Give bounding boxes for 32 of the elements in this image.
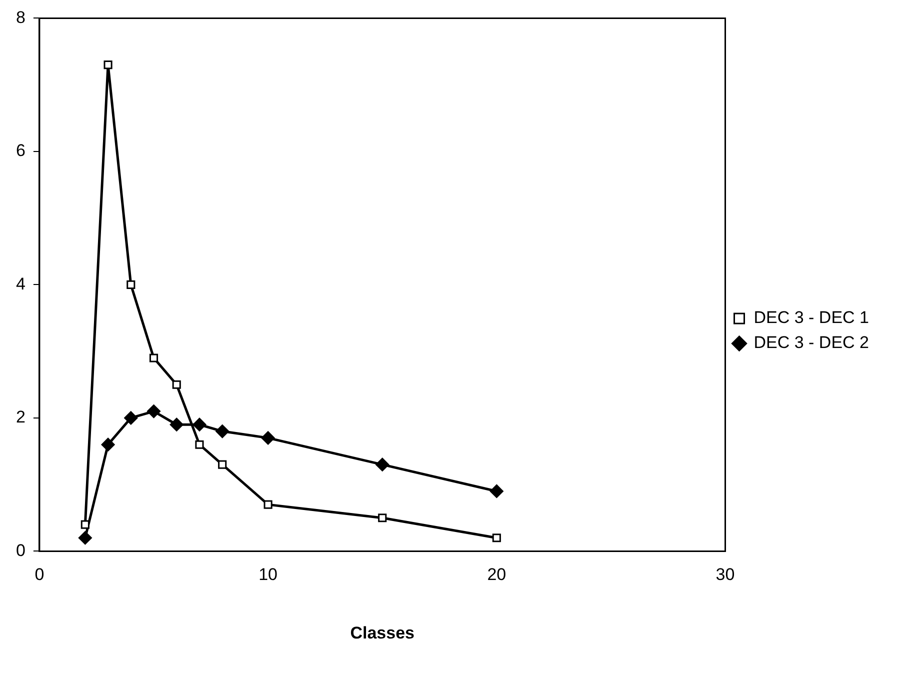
point (149, 354, 158, 362)
point (126, 280, 136, 289)
point (124, 411, 138, 425)
x-axis-title: Classes (350, 623, 414, 642)
point (170, 418, 184, 432)
point (104, 60, 112, 70)
point (195, 440, 204, 449)
y-tick-label: 6 (16, 141, 26, 160)
y-tick-label: 8 (16, 8, 26, 27)
point (492, 534, 501, 542)
point (172, 380, 181, 389)
x-tick-label: 20 (487, 565, 506, 584)
legend-label: DEC 3 - DEC 1 (754, 308, 869, 328)
point (261, 431, 275, 445)
point (101, 438, 115, 452)
point (78, 531, 92, 545)
y-tick-label: 4 (16, 274, 26, 294)
point (376, 458, 390, 472)
x-tick-label: 0 (34, 565, 44, 584)
point (490, 484, 504, 498)
y-tick-label: 2 (16, 408, 26, 427)
legend-label: DEC 3 - DEC 2 (754, 333, 869, 352)
point (80, 520, 90, 529)
y-tick-label: 0 (16, 540, 26, 560)
point (192, 418, 206, 432)
point (264, 500, 272, 509)
point (378, 514, 387, 522)
x-tick-label: 10 (258, 565, 278, 584)
x-tick-label: 30 (716, 565, 735, 584)
point (218, 460, 227, 469)
point (147, 404, 161, 418)
point (216, 424, 230, 438)
